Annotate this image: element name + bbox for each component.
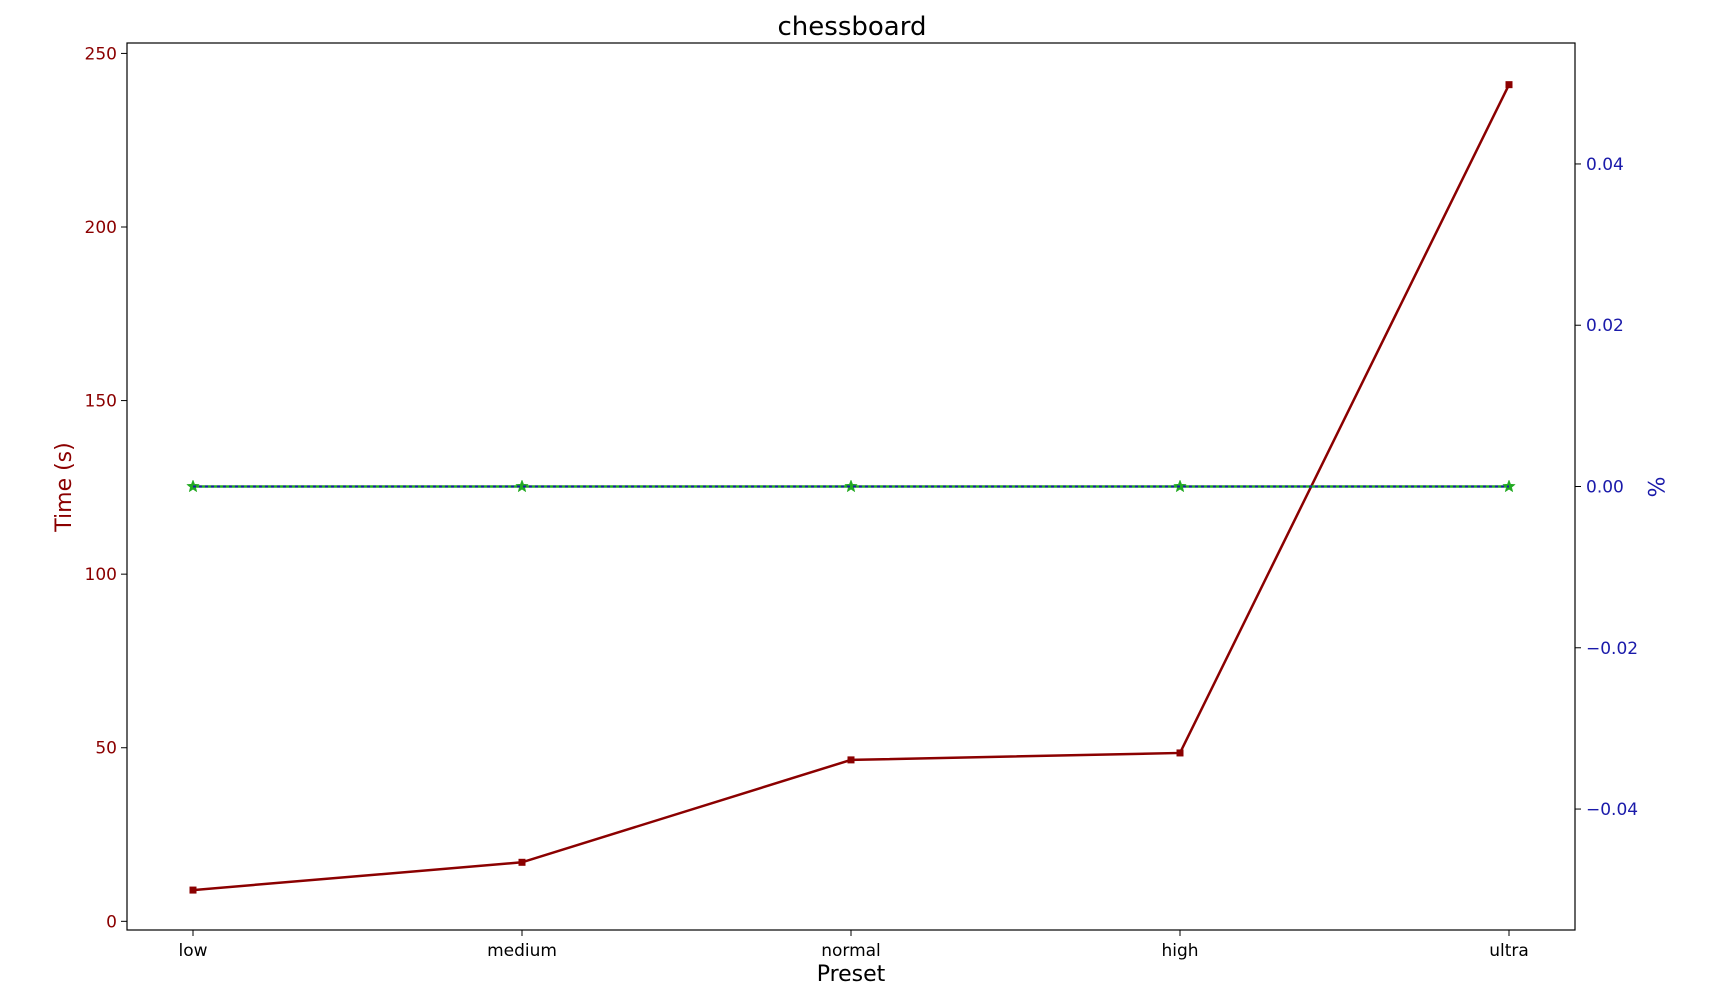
left-tick-label: 50 <box>95 739 117 759</box>
x-tick-label: ultra <box>1489 941 1529 961</box>
left-tick-label: 150 <box>85 392 117 412</box>
x-tick-label: low <box>178 941 207 961</box>
right-tick-label: −0.04 <box>1586 800 1638 820</box>
left-tick-label: 0 <box>106 912 117 932</box>
x-axis-label: Preset <box>817 962 886 987</box>
data-point-marker <box>189 886 197 894</box>
data-point-marker <box>1505 81 1513 89</box>
right-axis-label: % <box>1642 477 1667 498</box>
right-tick-label: 0.04 <box>1586 155 1624 175</box>
right-tick-label: −0.02 <box>1586 639 1638 659</box>
right-tick-label: 0.02 <box>1586 316 1624 336</box>
data-point-marker <box>844 479 858 493</box>
chart-title: chessboard <box>778 12 927 42</box>
left-tick-label: 200 <box>85 218 117 238</box>
data-point-marker <box>518 858 526 866</box>
left-tick-label: 100 <box>85 565 117 585</box>
x-tick-label: high <box>1161 941 1198 961</box>
x-tick-label: normal <box>821 941 881 961</box>
data-point-marker <box>1176 749 1184 757</box>
data-point-marker <box>847 756 855 764</box>
x-tick-label: medium <box>487 941 557 961</box>
x-axis-ticks: low medium normal high ultra <box>178 930 1529 961</box>
series-layer <box>186 81 1516 894</box>
right-axis-ticks: −0.04 −0.02 0.00 0.02 0.04 <box>1575 155 1638 820</box>
data-point-marker <box>515 479 529 493</box>
left-axis-label: Time (s) <box>52 442 77 532</box>
left-tick-label: 250 <box>85 44 117 64</box>
left-axis-ticks: 0 50 100 150 200 250 <box>85 44 127 932</box>
right-tick-label: 0.00 <box>1586 478 1624 498</box>
